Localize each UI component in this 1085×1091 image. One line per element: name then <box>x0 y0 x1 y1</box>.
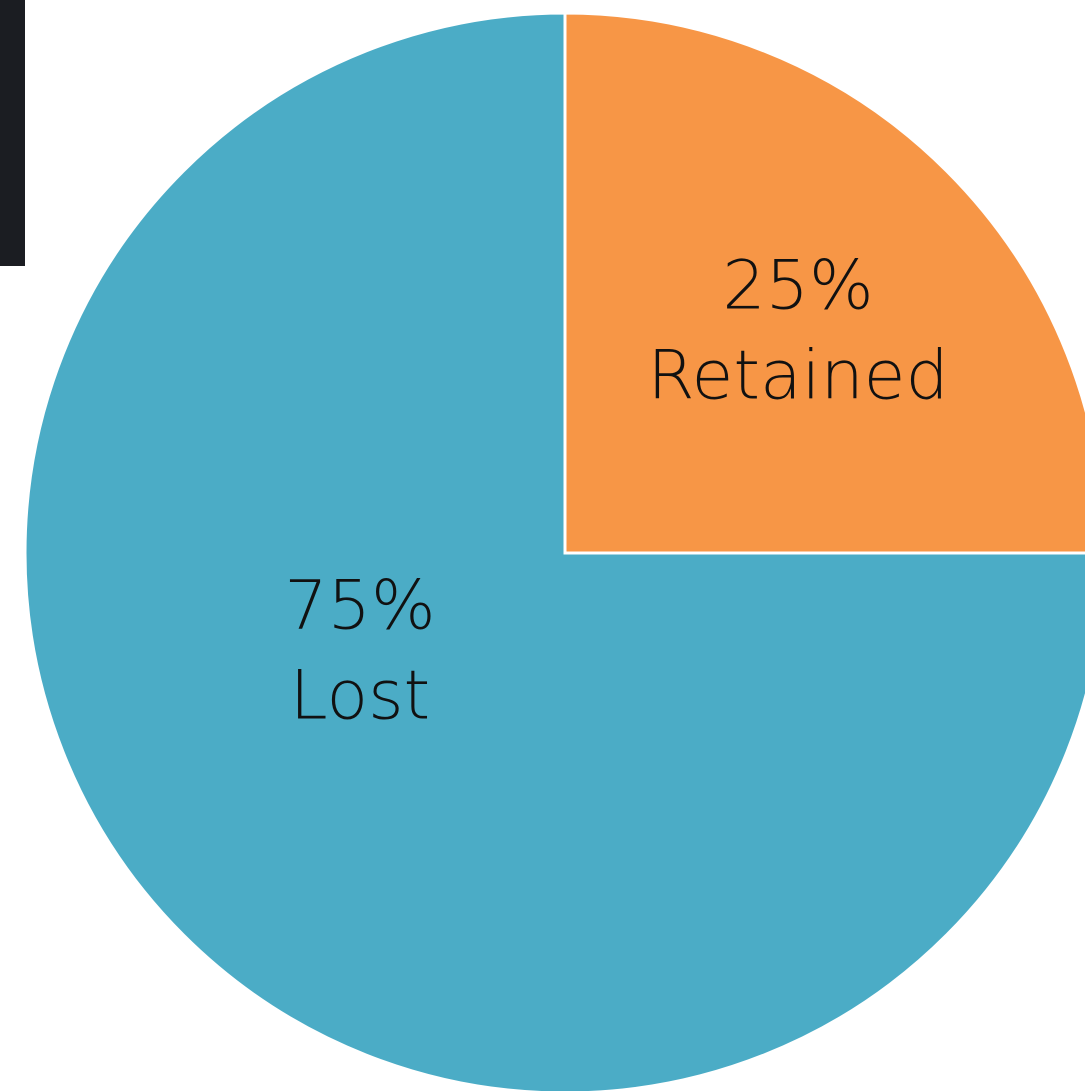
photo-fragment <box>0 0 25 266</box>
category-label: Retained <box>647 337 948 416</box>
slice-labels: 25% Retained 75% Lost <box>284 247 948 736</box>
pie <box>23 11 1085 1091</box>
value-label: 75% <box>284 567 435 646</box>
pie-slice <box>23 11 1085 1091</box>
pie-slice <box>563 11 1085 555</box>
category-label: Lost <box>290 657 430 736</box>
value-label: 25% <box>722 247 873 326</box>
